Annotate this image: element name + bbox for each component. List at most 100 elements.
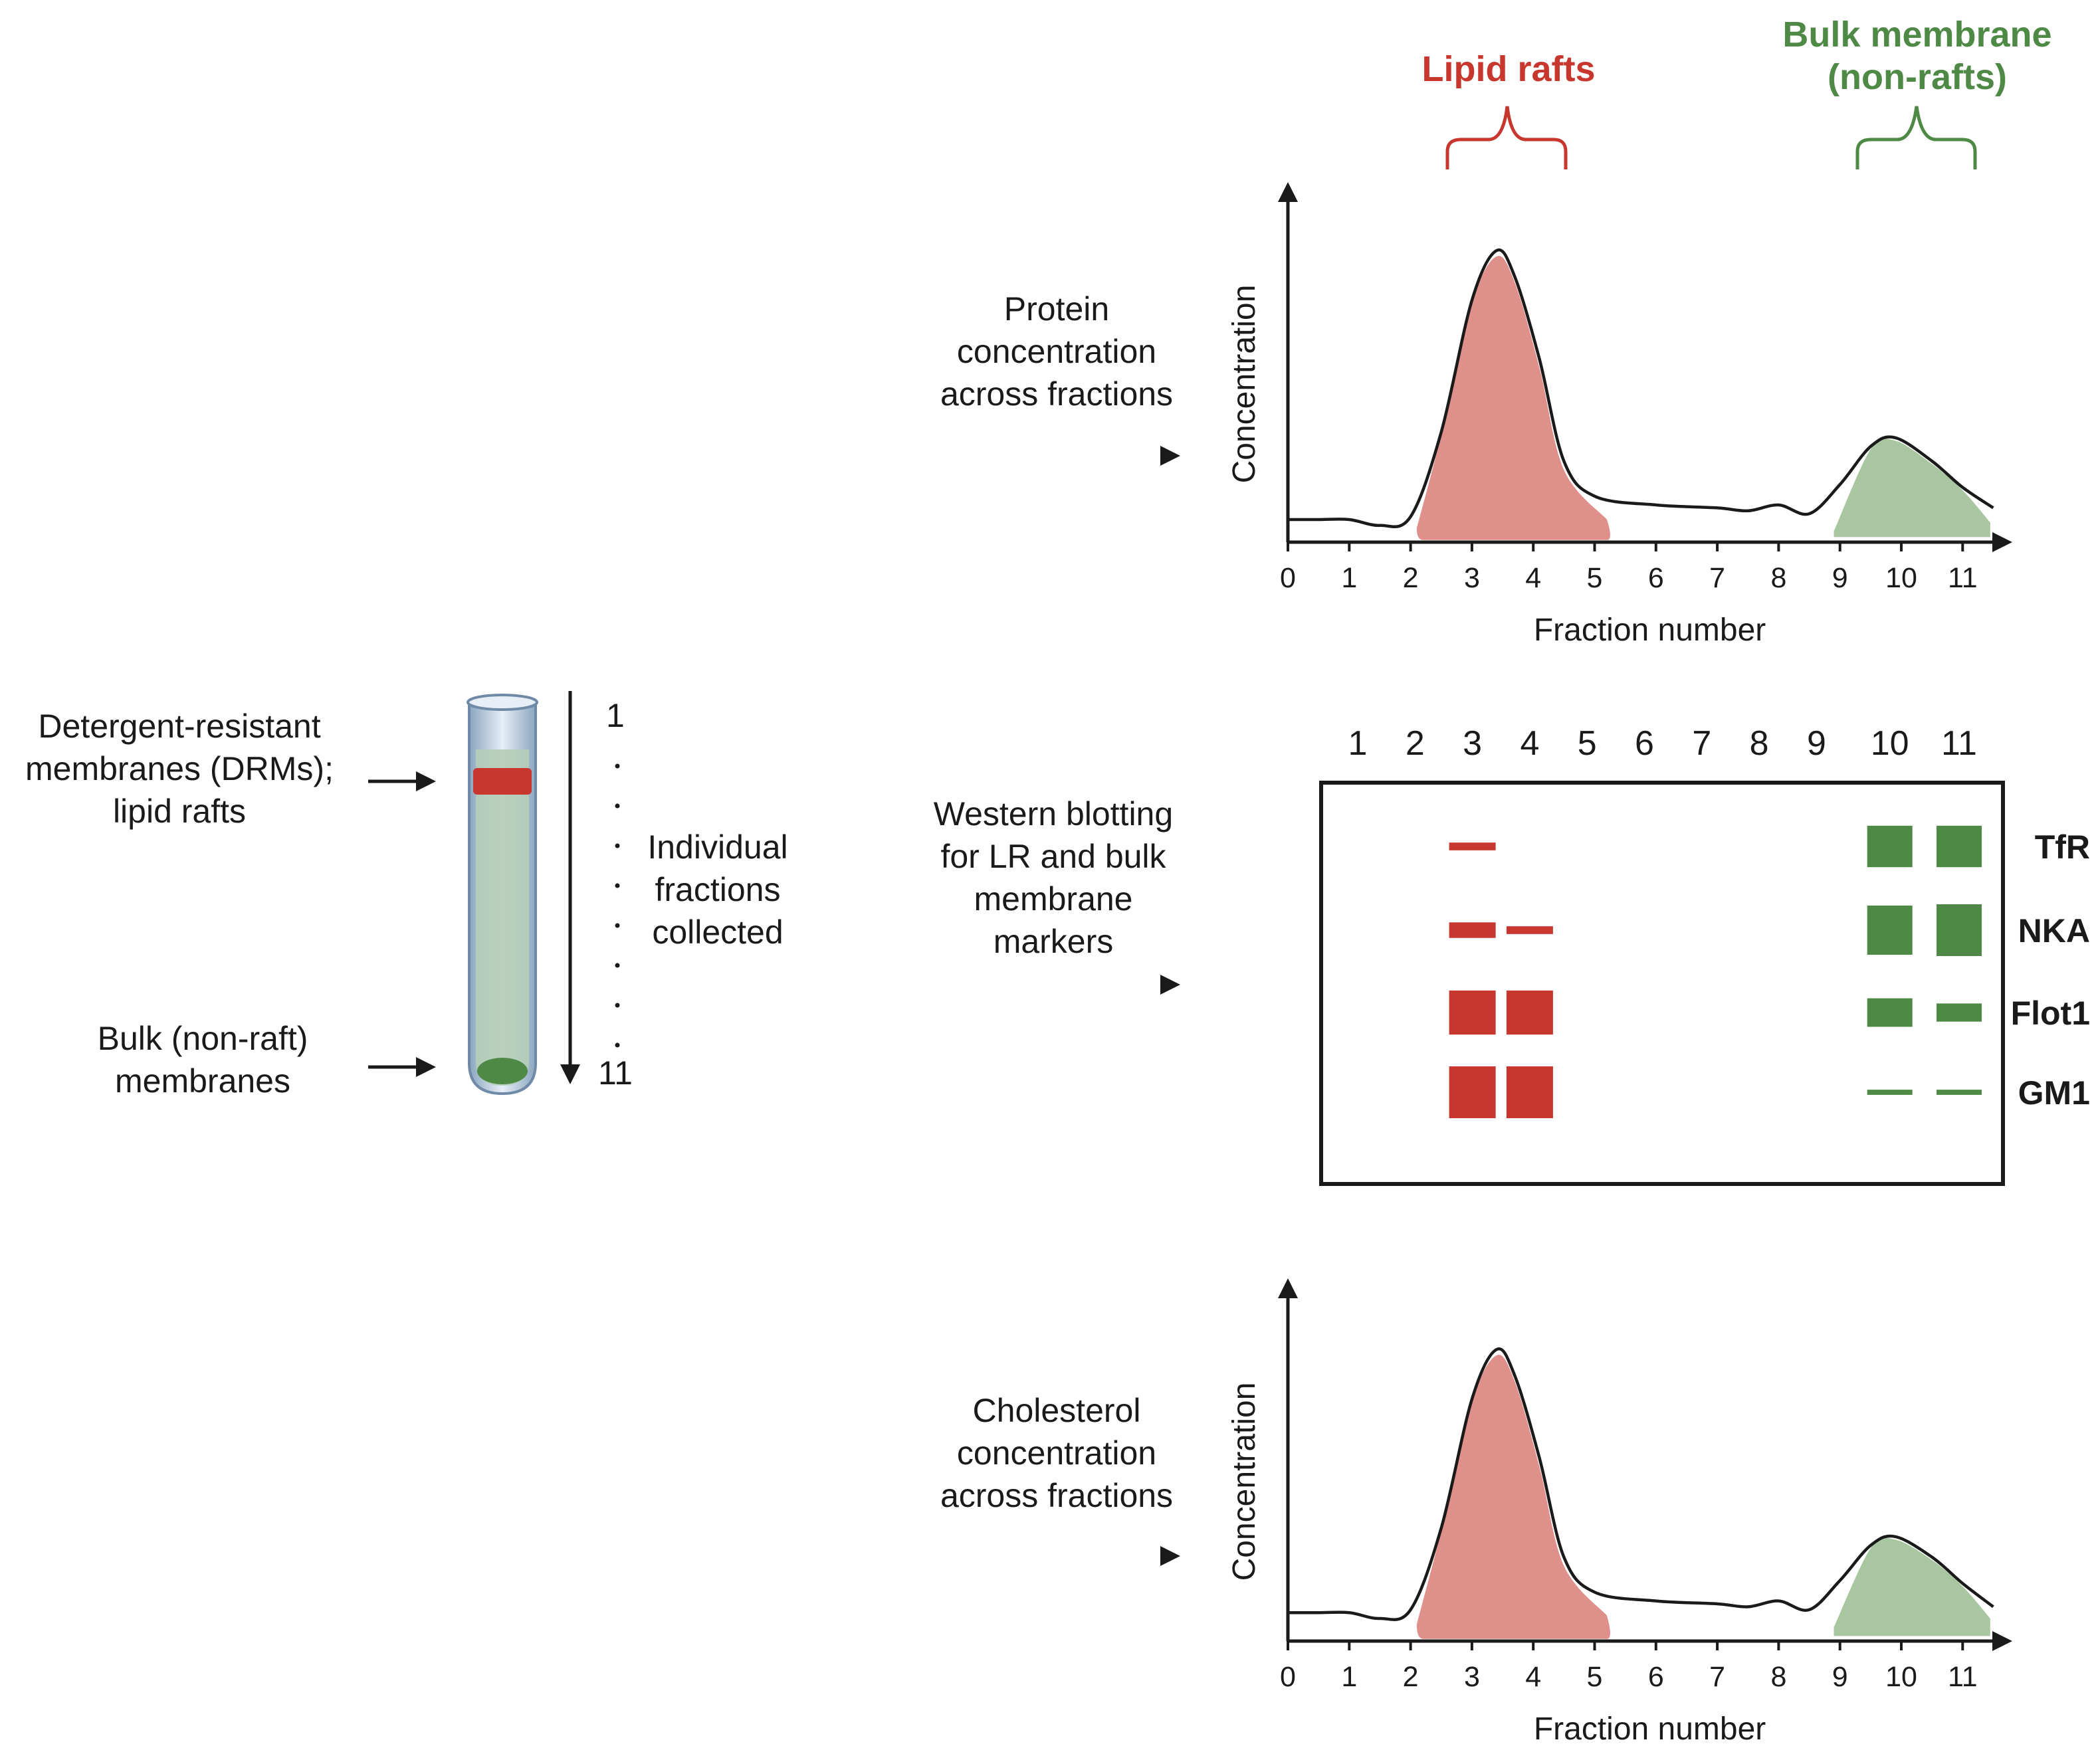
- blot-band: [1506, 990, 1553, 1035]
- x-tick-label: 5: [1587, 1661, 1603, 1693]
- x-tick-label: 3: [1464, 562, 1480, 594]
- collected-label: Individual fractions collected: [647, 829, 788, 951]
- blot-lane-number: 11: [1941, 724, 1977, 763]
- x-tick-label: 1: [1341, 562, 1357, 594]
- blot-band: [1506, 926, 1553, 934]
- concentration-curve: [1288, 1347, 1994, 1621]
- x-tick-label: 4: [1525, 562, 1541, 594]
- western-blot-frame: [1319, 781, 2005, 1186]
- collected-label-line2: fractions: [655, 871, 781, 908]
- x-tick-label: 2: [1403, 1661, 1419, 1693]
- x-tick-label: 7: [1709, 1661, 1725, 1693]
- bulk-peak-fill: [1834, 1537, 1990, 1636]
- fraction-top-number: 1: [606, 697, 625, 734]
- x-tick-label: 7: [1709, 562, 1725, 594]
- western-step-line2: for LR and bulk: [940, 838, 1166, 875]
- blot-lane-number: 7: [1692, 724, 1711, 763]
- lipid-rafts-header: Lipid rafts: [1421, 49, 1596, 169]
- tube-solution: [476, 749, 529, 1086]
- x-tick-label: 1: [1341, 1661, 1357, 1693]
- blot-lane-number: 4: [1520, 724, 1539, 763]
- cholesterol-concentration-chart: 0 1 2 3 4 5 6 7 8 9 10 11 Fraction number Concentrati…: [1227, 1278, 2012, 1747]
- cholesterol-step-line1: Cholesterol: [973, 1392, 1141, 1429]
- collected-label-line3: collected: [652, 914, 783, 951]
- tube-bulk-pellet: [477, 1058, 528, 1084]
- bulk-membrane-label-line1: Bulk membrane: [1782, 15, 2051, 54]
- x-tick-label: 4: [1525, 1661, 1541, 1693]
- y-axis-label: Concentration: [1227, 1383, 1262, 1581]
- cholesterol-step-line3: across fractions: [940, 1477, 1173, 1514]
- drm-label-line2: membranes (DRMs);: [25, 750, 334, 787]
- blot-band: [1449, 1066, 1496, 1118]
- concentration-curve: [1288, 248, 1994, 528]
- protein-step-line2: concentration: [957, 333, 1156, 370]
- protein-concentration-chart: 0 1 2 3 4 5 6 7 8 9 10 11 Fraction number Concentrati…: [1227, 182, 2012, 648]
- blot-band: [1937, 1090, 1982, 1095]
- blot-lane-number: 6: [1635, 724, 1654, 763]
- x-tick-label: 5: [1587, 562, 1603, 594]
- blot-band: [1449, 990, 1496, 1035]
- bulk-label: Bulk (non-raft) membranes: [98, 1020, 308, 1100]
- x-tick-label: 10: [1885, 562, 1917, 594]
- blot-band: [1506, 1066, 1553, 1118]
- blot-lane-number: 9: [1807, 724, 1826, 763]
- blot-marker-label: TfR: [2035, 829, 2090, 866]
- blot-lane-number: 2: [1406, 724, 1425, 763]
- blot-lane-number: 10: [1871, 724, 1909, 763]
- western-blot-bands: [1449, 825, 1982, 1118]
- tube-drm-band: [473, 768, 532, 795]
- blot-band: [1937, 825, 1982, 868]
- blot-marker-labels: TfR NKA Flot1 GM1: [2011, 829, 2090, 1112]
- blot-band: [1449, 922, 1496, 938]
- protein-step-label: Protein concentration across fractions: [940, 290, 1173, 413]
- x-axis-label: Fraction number: [1534, 1711, 1766, 1747]
- raft-peak-fill: [1416, 1355, 1610, 1639]
- drm-label: Detergent-resistant membranes (DRMs); li…: [25, 708, 334, 830]
- blot-band: [1867, 825, 1913, 868]
- protein-step-line1: Protein: [1004, 290, 1109, 328]
- gradient-tube: [467, 694, 538, 1096]
- x-tick-label: 0: [1280, 1661, 1296, 1693]
- protein-step-line3: across fractions: [940, 375, 1173, 413]
- cholesterol-step-label: Cholesterol concentration across fractio…: [940, 1392, 1173, 1514]
- bulk-label-line1: Bulk (non-raft): [98, 1020, 308, 1057]
- x-tick-label: 11: [1948, 1661, 1978, 1693]
- x-tick-label: 8: [1770, 1661, 1786, 1693]
- lipid-rafts-label: Lipid rafts: [1421, 49, 1595, 89]
- blot-marker-label: Flot1: [2011, 995, 2090, 1032]
- blot-band: [1937, 1003, 1982, 1022]
- blot-lane-number: 5: [1578, 724, 1597, 763]
- fraction-bottom-number: 11: [598, 1054, 633, 1092]
- collected-label-line1: Individual: [647, 829, 788, 866]
- x-tick-label: 3: [1464, 1661, 1480, 1693]
- bulk-membrane-brace: [1855, 106, 1977, 169]
- x-tick-label: 10: [1885, 1661, 1917, 1693]
- blot-marker-label: GM1: [2018, 1074, 2090, 1112]
- blot-marker-label: NKA: [2018, 912, 2090, 949]
- drm-label-line3: lipid rafts: [113, 793, 246, 830]
- cholesterol-step-line2: concentration: [957, 1434, 1156, 1472]
- x-tick-label: 11: [1948, 562, 1978, 594]
- raft-peak-fill: [1416, 256, 1610, 540]
- x-tick-label: 9: [1832, 1661, 1848, 1693]
- bulk-peak-fill: [1834, 438, 1990, 538]
- blot-band: [1449, 842, 1496, 850]
- tube-rim: [467, 694, 538, 711]
- bulk-membrane-header: Bulk membrane (non-rafts): [1782, 15, 2052, 169]
- y-axis-label: Concentration: [1227, 285, 1262, 484]
- x-tick-label: 0: [1280, 562, 1296, 594]
- bulk-membrane-label-line2: (non-rafts): [1828, 57, 2007, 97]
- blot-lane-numbers: 1 2 3 4 5 6 7 8 9 10 11: [1348, 724, 1977, 763]
- blot-lane-number: 8: [1750, 724, 1769, 763]
- x-tick-label: 2: [1403, 562, 1419, 594]
- blot-lane-number: 3: [1463, 724, 1482, 763]
- western-step-label: Western blotting for LR and bulk membran…: [934, 795, 1173, 960]
- western-step-line1: Western blotting: [934, 795, 1173, 832]
- western-step-line4: markers: [994, 923, 1114, 960]
- x-tick-label: 6: [1648, 562, 1664, 594]
- blot-band: [1937, 904, 1982, 956]
- bulk-label-line2: membranes: [115, 1062, 290, 1100]
- blot-band: [1867, 1090, 1913, 1095]
